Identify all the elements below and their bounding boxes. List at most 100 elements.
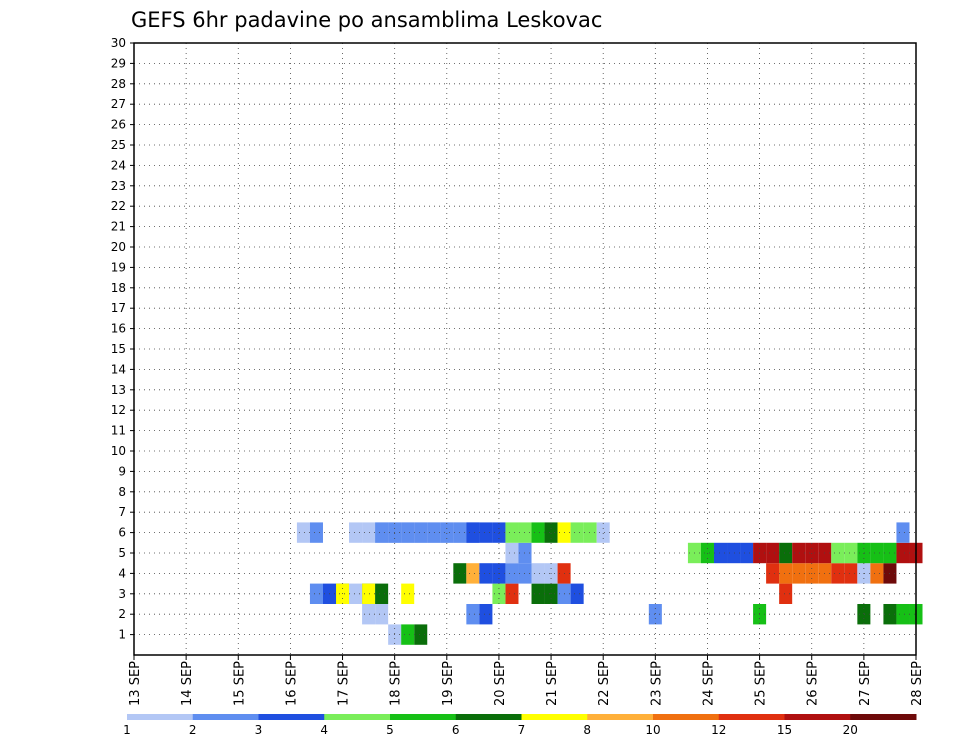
y-tick-label: 10 bbox=[111, 444, 126, 458]
y-tick-label: 24 bbox=[111, 158, 126, 172]
x-tick-label: 24 SEP bbox=[701, 661, 716, 706]
heatmap-cell bbox=[779, 583, 793, 604]
heatmap-cell bbox=[844, 563, 858, 584]
heatmap-cell bbox=[766, 542, 780, 564]
legend-swatch bbox=[653, 714, 720, 720]
y-tick-label: 19 bbox=[111, 260, 126, 274]
x-tick-label: 18 SEP bbox=[389, 661, 404, 706]
legend-label: 20 bbox=[843, 723, 858, 737]
y-tick-label: 30 bbox=[111, 36, 126, 50]
heatmap-cell bbox=[375, 522, 389, 543]
heatmap-cell bbox=[427, 522, 441, 543]
heatmap-cell bbox=[296, 522, 310, 543]
heatmap-cell bbox=[844, 542, 858, 564]
y-tick-label: 21 bbox=[111, 220, 126, 234]
heatmap-cell bbox=[727, 542, 741, 564]
y-tick-label: 5 bbox=[118, 546, 126, 560]
x-tick-label: 28 SEP bbox=[910, 661, 925, 706]
heatmap-cell bbox=[870, 542, 884, 564]
x-tick-label: 23 SEP bbox=[649, 661, 664, 706]
y-tick-label: 23 bbox=[111, 179, 126, 193]
heatmap-cell bbox=[596, 522, 610, 543]
heatmap-cell bbox=[857, 604, 871, 625]
heatmap-cell bbox=[505, 542, 519, 564]
y-tick-label: 28 bbox=[111, 77, 126, 91]
heatmap-cell bbox=[362, 604, 376, 625]
heatmap-cell bbox=[896, 542, 910, 564]
legend-label: 2 bbox=[189, 723, 197, 737]
y-tick-label: 14 bbox=[111, 362, 126, 376]
legend-label: 3 bbox=[255, 723, 263, 737]
y-tick-label: 1 bbox=[118, 628, 126, 642]
x-tick-label: 17 SEP bbox=[337, 661, 352, 706]
heatmap-cell bbox=[414, 624, 428, 645]
x-tick-label: 21 SEP bbox=[545, 661, 560, 706]
heatmap-cell bbox=[505, 583, 519, 604]
heatmap-cell bbox=[309, 522, 323, 543]
y-tick-label: 2 bbox=[118, 607, 126, 621]
legend-label: 6 bbox=[452, 723, 460, 737]
heatmap-cell bbox=[479, 563, 493, 584]
y-tick-label: 6 bbox=[118, 526, 126, 540]
heatmap-cell bbox=[648, 604, 662, 625]
heatmap-cell bbox=[544, 522, 558, 543]
y-tick-label: 9 bbox=[118, 464, 126, 478]
y-tick-label: 7 bbox=[118, 505, 126, 519]
heatmap-cell bbox=[779, 542, 793, 564]
x-axis: 13 SEP 14 SEP 15 SEP 16 SEP 17 SEP 18 SEP 19 S… bbox=[128, 655, 925, 706]
legend-swatch bbox=[850, 714, 917, 720]
y-axis: 1234567891011121314151617181920212223242… bbox=[111, 36, 134, 642]
legend-swatch bbox=[324, 714, 391, 720]
y-tick-label: 29 bbox=[111, 56, 126, 70]
legend-swatch bbox=[390, 714, 457, 720]
heatmap-cell bbox=[779, 563, 793, 584]
legend-label: 1 bbox=[123, 723, 131, 737]
y-tick-label: 11 bbox=[111, 424, 126, 438]
y-tick-label: 20 bbox=[111, 240, 126, 254]
y-tick-label: 8 bbox=[118, 485, 126, 499]
heatmap-cell bbox=[440, 522, 454, 543]
heatmap-cell bbox=[401, 624, 415, 645]
heatmap-cell bbox=[349, 583, 363, 604]
x-tick-label: 15 SEP bbox=[232, 661, 247, 706]
heatmap-cell bbox=[505, 522, 519, 543]
heatmap-cell bbox=[583, 522, 597, 543]
heatmap-cell bbox=[792, 542, 806, 564]
heatmap-cell bbox=[466, 604, 480, 625]
heatmap-cell bbox=[831, 542, 845, 564]
heatmap-cell bbox=[479, 604, 493, 625]
legend-swatch bbox=[718, 714, 785, 720]
y-tick-label: 16 bbox=[111, 322, 126, 336]
heatmap-cell bbox=[531, 583, 545, 604]
x-tick-label: 13 SEP bbox=[128, 661, 143, 706]
heatmap-cell bbox=[505, 563, 519, 584]
x-tick-label: 14 SEP bbox=[180, 661, 195, 706]
heatmap-cell bbox=[831, 563, 845, 584]
y-tick-label: 4 bbox=[118, 566, 126, 580]
legend-label: 12 bbox=[711, 723, 726, 737]
heatmap-cell bbox=[375, 583, 389, 604]
heatmap-cell bbox=[466, 522, 480, 543]
y-tick-label: 26 bbox=[111, 118, 126, 132]
legend-swatch bbox=[587, 714, 654, 720]
x-tick-label: 25 SEP bbox=[754, 661, 769, 706]
x-tick-label: 16 SEP bbox=[284, 661, 299, 706]
y-tick-label: 18 bbox=[111, 281, 126, 295]
heatmap-cell bbox=[362, 583, 376, 604]
heatmap-cell bbox=[792, 563, 806, 584]
y-tick-label: 13 bbox=[111, 383, 126, 397]
y-tick-label: 17 bbox=[111, 301, 126, 315]
heatmap-cell bbox=[349, 522, 363, 543]
legend: 1 2 3 4 5 6 7 8 10 12 15 20 bbox=[123, 714, 917, 737]
legend-swatch bbox=[127, 714, 194, 720]
y-tick-label: 27 bbox=[111, 97, 126, 111]
legend-swatch bbox=[521, 714, 588, 720]
heatmap-cell bbox=[570, 522, 584, 543]
grid-layer bbox=[134, 43, 916, 655]
legend-swatch bbox=[784, 714, 851, 720]
legend-label: 7 bbox=[518, 723, 526, 737]
x-tick-label: 27 SEP bbox=[858, 661, 873, 706]
heatmap-cell bbox=[492, 522, 506, 543]
y-tick-label: 15 bbox=[111, 342, 126, 356]
